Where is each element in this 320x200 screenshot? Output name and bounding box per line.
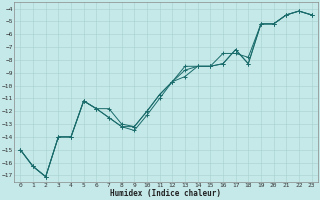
X-axis label: Humidex (Indice chaleur): Humidex (Indice chaleur)	[110, 189, 221, 198]
